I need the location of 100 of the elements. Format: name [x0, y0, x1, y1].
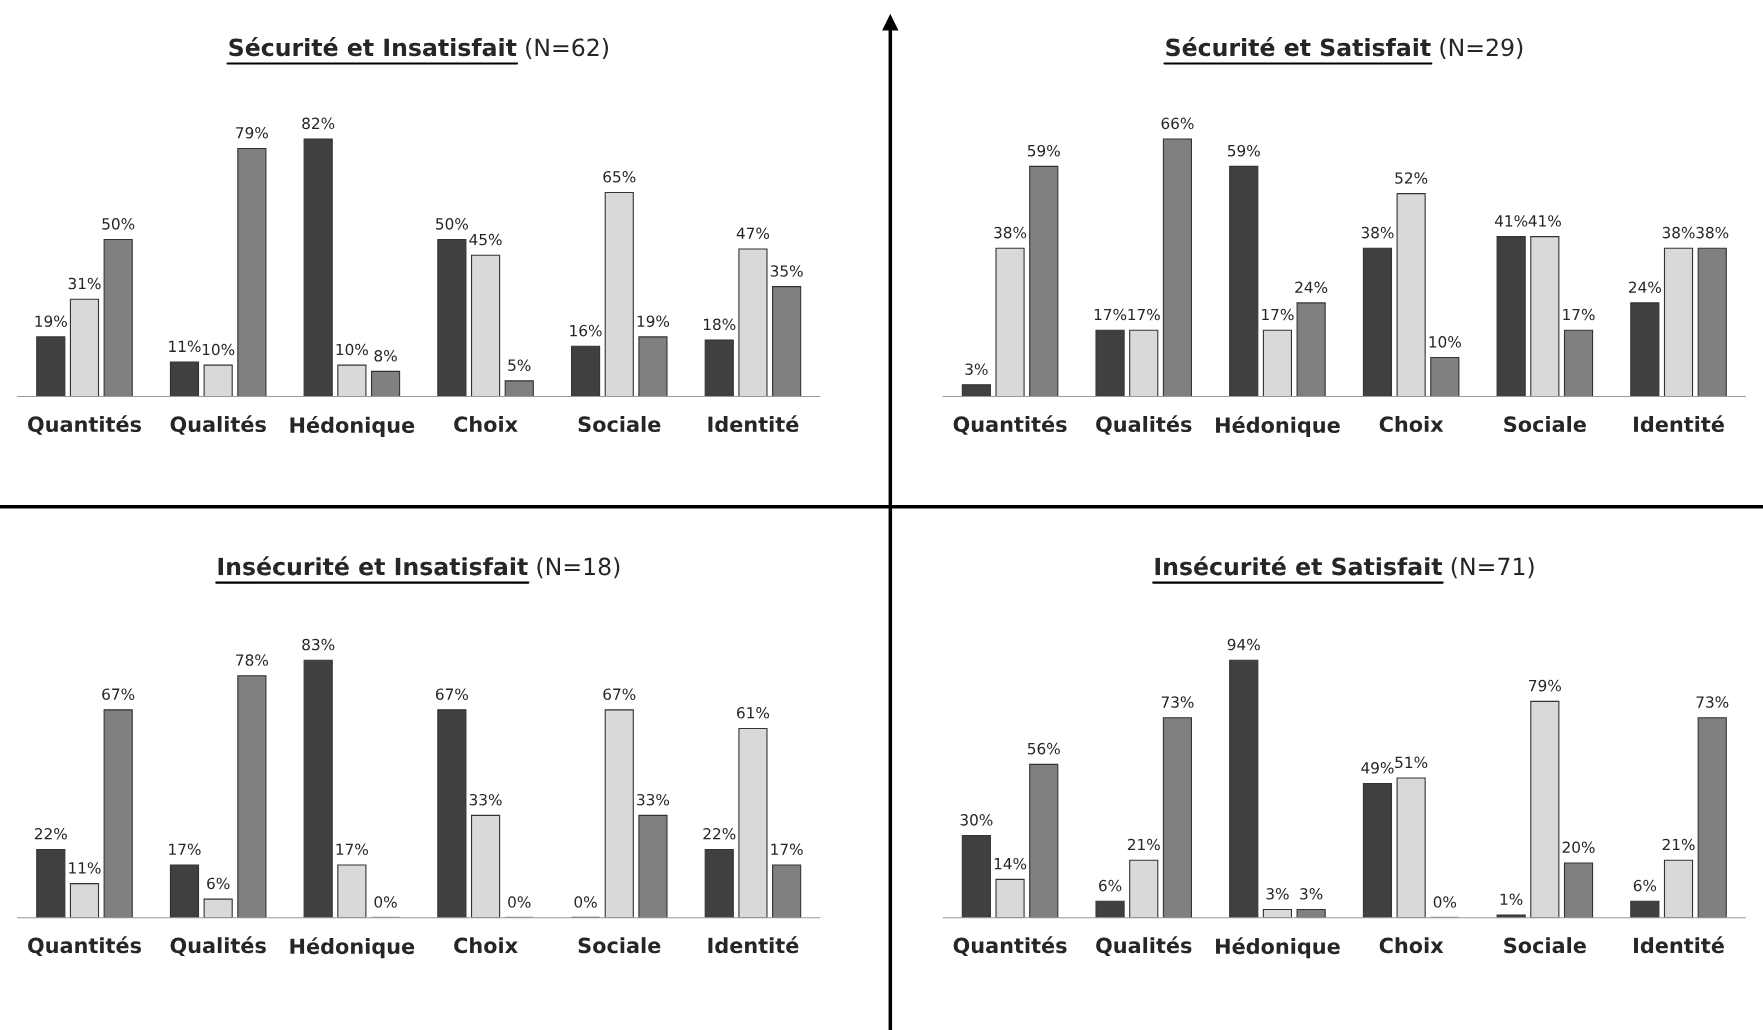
data-label: 41%: [1494, 215, 1528, 227]
x-tick-label: Hédonique: [290, 415, 415, 437]
data-label: 59%: [1027, 144, 1060, 157]
data-label: 6%: [1099, 879, 1122, 892]
data-label: 94%: [1227, 638, 1260, 651]
data-label: 0%: [574, 896, 597, 908]
data-label: 83%: [302, 638, 335, 651]
data-label: 67%: [102, 688, 135, 700]
data-label: 38%: [1662, 226, 1695, 239]
data-label: 56%: [1027, 742, 1060, 755]
x-tick-label: Quantités: [953, 936, 1067, 957]
data-label: 30%: [960, 814, 993, 826]
data-label: 0%: [508, 896, 531, 908]
x-tick-label: Hédonique: [290, 937, 415, 959]
data-label: 35%: [770, 265, 803, 277]
data-label: 31%: [68, 277, 101, 290]
data-label: 82%: [302, 117, 335, 130]
data-label: 0%: [1433, 896, 1457, 908]
data-label: 49%: [1361, 762, 1394, 774]
chart-subtitle: (N=29): [1440, 38, 1523, 60]
x-tick-label: Qualités: [170, 415, 266, 435]
data-label: 33%: [469, 793, 502, 806]
x-tick-label: Identité: [1634, 415, 1724, 433]
data-label: 78%: [236, 654, 268, 666]
data-label: 3%: [1266, 888, 1289, 900]
data-label: 38%: [994, 226, 1027, 239]
data-label: 24%: [1295, 281, 1328, 294]
data-label: 11%: [169, 340, 201, 353]
data-label: 38%: [1361, 226, 1394, 239]
chart-title: Sécurité et Satisfait: [1166, 37, 1431, 57]
data-label: 3%: [1300, 888, 1323, 900]
data-label: 73%: [1161, 696, 1194, 708]
x-tick-label: Sociale: [1504, 937, 1586, 954]
x-tick-label: Qualités: [170, 936, 266, 957]
data-label: 11%: [69, 862, 101, 874]
x-tick-label: Choix: [1379, 415, 1444, 433]
chart-subtitle: (N=62): [526, 38, 608, 60]
data-label: 24%: [1628, 281, 1661, 294]
data-label: 10%: [202, 343, 235, 356]
data-label: 19%: [637, 315, 670, 327]
data-label: 33%: [637, 793, 670, 806]
data-label: 21%: [1127, 838, 1160, 851]
data-label: 17%: [336, 843, 368, 856]
data-label: 20%: [1562, 841, 1595, 854]
data-label: 16%: [570, 324, 602, 337]
x-tick-label: Sociale: [1504, 415, 1586, 433]
data-label: 79%: [236, 127, 268, 139]
data-label: 8%: [374, 349, 397, 362]
data-label: 59%: [1227, 144, 1260, 157]
data-label: 6%: [1633, 879, 1657, 892]
data-label: 22%: [34, 828, 67, 840]
data-label: 17%: [771, 843, 803, 856]
data-label: 50%: [102, 218, 135, 230]
x-tick-label: Qualités: [1096, 415, 1192, 435]
x-tick-label: Hédonique: [1216, 937, 1340, 959]
data-label: 73%: [1696, 696, 1729, 708]
x-tick-label: Quantités: [953, 415, 1067, 435]
data-label: 18%: [703, 318, 736, 331]
data-label: 38%: [1696, 226, 1729, 239]
x-tick-label: Sociale: [578, 415, 661, 433]
chart-title: Insécurité et Satisfait: [1155, 556, 1443, 576]
data-label: 17%: [1563, 308, 1595, 321]
data-label: 45%: [469, 233, 502, 246]
data-label: 41%: [1528, 215, 1561, 227]
x-tick-label: Choix: [454, 937, 518, 954]
x-tick-label: Identité: [708, 936, 799, 954]
data-label: 10%: [336, 343, 368, 356]
data-label: 67%: [603, 688, 636, 700]
data-label: 1%: [1500, 893, 1523, 906]
x-tick-label: Quantités: [28, 936, 141, 957]
data-label: 14%: [994, 857, 1027, 870]
data-label: 47%: [736, 227, 770, 240]
chart-title: Sécurité et Insatisfait: [229, 37, 517, 57]
x-tick-label: Sociale: [578, 937, 661, 954]
data-label: 19%: [35, 315, 67, 327]
chart-subtitle: (N=71): [1451, 557, 1534, 579]
data-label: 67%: [435, 688, 468, 700]
data-label: 0%: [374, 896, 397, 908]
data-label: 17%: [169, 843, 201, 856]
data-label: 17%: [1094, 308, 1127, 321]
data-label: 65%: [603, 170, 636, 183]
chart-title: Insécurité et Insatisfait: [218, 556, 528, 576]
data-label: 21%: [1662, 838, 1695, 851]
data-label: 17%: [1128, 308, 1160, 321]
data-label: 22%: [703, 828, 736, 840]
data-label: 3%: [965, 363, 988, 375]
x-tick-label: Choix: [1379, 937, 1444, 954]
data-label: 66%: [1161, 117, 1194, 130]
x-tick-label: Identité: [708, 415, 799, 433]
x-tick-label: Quantités: [28, 415, 141, 435]
data-label: 52%: [1395, 172, 1428, 184]
data-label: 10%: [1429, 336, 1461, 348]
data-label: 50%: [436, 218, 468, 230]
x-tick-label: Choix: [454, 415, 518, 433]
x-tick-label: Qualités: [1096, 936, 1192, 957]
data-label: 6%: [207, 877, 230, 890]
x-tick-label: Hédonique: [1216, 415, 1340, 437]
data-label: 79%: [1529, 679, 1561, 692]
data-label: 17%: [1262, 308, 1294, 321]
data-label: 5%: [508, 359, 531, 371]
